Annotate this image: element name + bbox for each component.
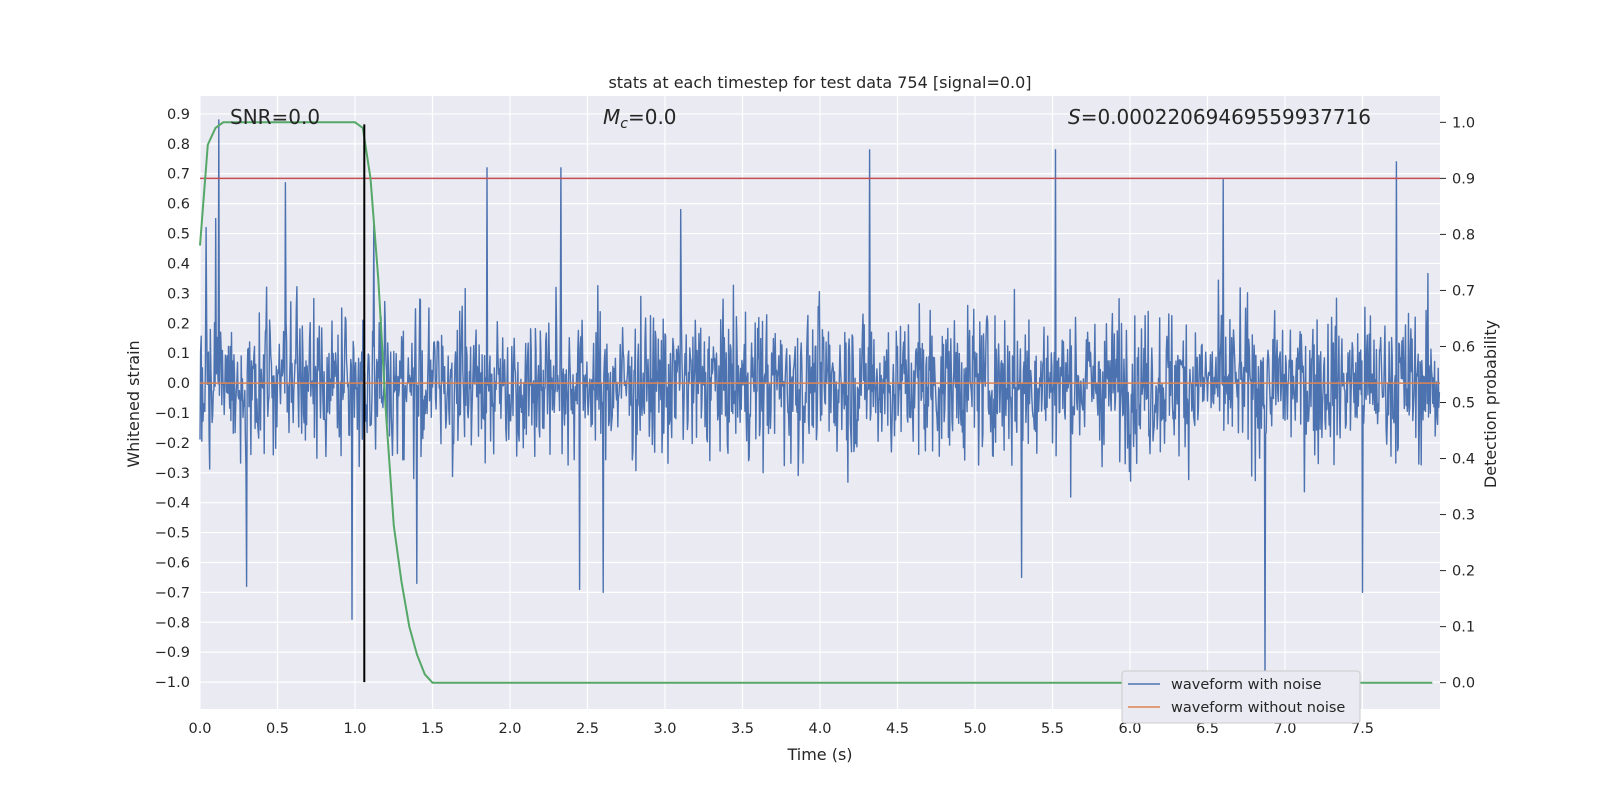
legend-box: [1121, 670, 1361, 724]
x-tick-label: 7.0: [1273, 721, 1296, 737]
y2-tick-label: 0.0: [1452, 676, 1475, 692]
y-tick-label: 0.8: [167, 137, 190, 153]
x-tick-label: 5.0: [963, 721, 986, 737]
y2-tick-label: 1.0: [1452, 115, 1475, 131]
legend-label-with-noise: waveform with noise: [1171, 677, 1322, 693]
x-tick-label: 4.0: [808, 721, 831, 737]
legend-label-without-noise: waveform without noise: [1171, 700, 1345, 716]
y2-tick-label: 0.2: [1452, 564, 1475, 580]
x-tick-label: 6.5: [1196, 721, 1219, 737]
x-tick-label: 7.5: [1351, 721, 1374, 737]
y-tick-label: 0.4: [167, 256, 190, 272]
x-tick-label: 6.0: [1118, 721, 1141, 737]
y-tick-label: 0.6: [167, 197, 190, 213]
y2-axis-label: Detection probability: [1481, 320, 1500, 488]
y-tick-label: 0.7: [167, 167, 190, 183]
y-tick-label: 0.2: [167, 316, 190, 332]
y2-tick-labels: 1.0 0.9 0.8 0.7 0.6 0.5 0.4 0.3 0.2 0.1 0.0: [1440, 115, 1475, 692]
y2-tick-label: 0.7: [1452, 283, 1475, 299]
x-tick-label: 0.0: [188, 721, 211, 737]
y2-tick-label: 0.5: [1452, 396, 1475, 412]
x-axis-label: Time (s): [786, 745, 852, 764]
detection-probability-line: [199, 121, 1433, 684]
chart-title: stats at each timestep for test data 754…: [608, 73, 1031, 92]
y2-tick-label: 0.1: [1452, 620, 1475, 636]
x-tick-label: 3.5: [731, 721, 754, 737]
x-tick-label: 1.5: [421, 721, 444, 737]
x-tick-label: 3.0: [653, 721, 676, 737]
series-lines: [199, 121, 1440, 684]
y-tick-label: −0.8: [155, 615, 190, 631]
annotation-chirp-mass: Mc=0.0: [603, 105, 677, 132]
x-tick-label: 2.5: [576, 721, 599, 737]
y-tick-label: −0.1: [155, 406, 190, 422]
y-tick-label: 0.3: [167, 286, 190, 302]
y-tick-label: 0.9: [167, 107, 190, 123]
y2-tick-label: 0.4: [1452, 452, 1475, 468]
y2-tick-label: 0.8: [1452, 227, 1475, 243]
annotation-snr: SNR=0.0: [230, 105, 320, 129]
x-tick-label: 1.0: [343, 721, 366, 737]
y-tick-label: 0.0: [167, 376, 190, 392]
y-tick-label: −0.9: [155, 645, 190, 661]
y-tick-labels: 0.9 0.8 0.7 0.6 0.5 0.4 0.3 0.2 0.1 0.0 −0.1 −0.2 −0…: [155, 107, 190, 691]
y-tick-label: 0.5: [167, 227, 190, 243]
waveform-with-noise-line: [199, 119, 1441, 680]
x-tick-label: 2.0: [498, 721, 521, 737]
y-tick-label: −0.4: [155, 496, 190, 512]
y-tick-label: −0.5: [155, 526, 190, 542]
series-waveform-with-noise: [199, 119, 1441, 680]
y-tick-label: −0.7: [155, 585, 190, 601]
y-tick-label: −0.3: [155, 466, 190, 482]
annotation-s-value: S=0.00022069469559937716: [1068, 105, 1371, 129]
y-tick-label: 0.1: [167, 346, 190, 362]
y-tick-label: −0.6: [155, 555, 190, 571]
y2-tick-label: 0.3: [1452, 508, 1475, 524]
y-tick-label: −1.0: [155, 675, 190, 691]
y2-tick-label: 0.9: [1452, 171, 1475, 187]
x-tick-label: 4.5: [886, 721, 909, 737]
y-tick-label: −0.2: [155, 436, 190, 452]
y-axis-label: Whitened strain: [124, 340, 143, 467]
x-tick-label: 0.5: [266, 721, 289, 737]
x-tick-label: 5.5: [1041, 721, 1064, 737]
x-tick-labels: 0.0 0.5 1.0 1.5 2.0 2.5 3.0 3.5 4.0 4.5 5.0 5.5 6.0 6…: [188, 721, 1374, 737]
legend: waveform with noise waveform without noi…: [1121, 670, 1361, 724]
y2-tick-label: 0.6: [1452, 339, 1475, 355]
